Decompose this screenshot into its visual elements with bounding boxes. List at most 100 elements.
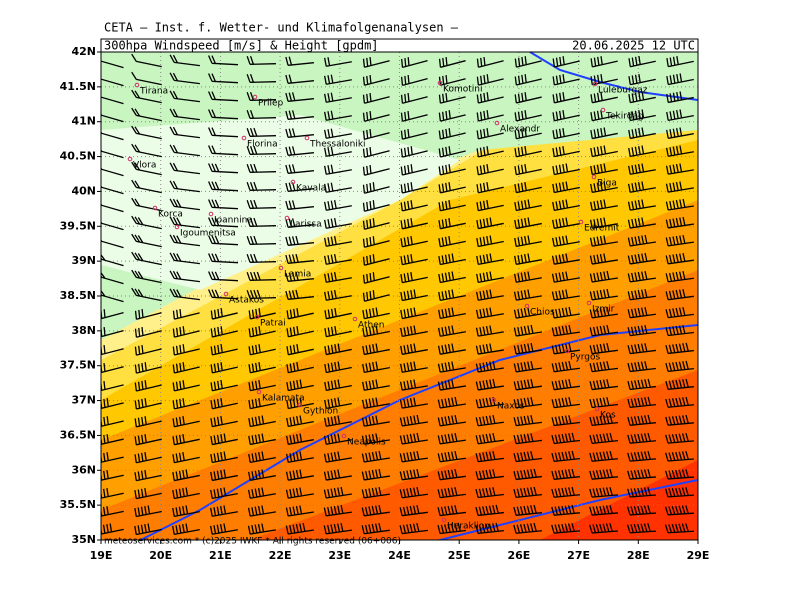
- x-axis-label: 19E: [90, 549, 113, 562]
- wind-barb: [208, 127, 239, 138]
- wind-barb: [169, 54, 200, 67]
- wind-barb: [247, 523, 276, 535]
- wind-barb: [437, 522, 466, 535]
- wind-barb: [627, 432, 657, 444]
- wind-barb: [101, 488, 124, 499]
- wind-barb: [589, 468, 619, 480]
- y-axis-label: 35.5N: [60, 498, 96, 511]
- wind-barb: [285, 235, 314, 246]
- wind-barb: [248, 326, 276, 338]
- wind-barb: [324, 308, 352, 320]
- wind-barb: [323, 486, 352, 499]
- city-label: Prilep: [258, 99, 284, 109]
- wind-barb: [248, 469, 276, 481]
- wind-barb: [208, 163, 239, 174]
- wind-barb: [131, 197, 162, 212]
- wind-barb: [208, 55, 239, 66]
- city-dot: [594, 406, 600, 412]
- wind-barb: [399, 523, 428, 535]
- wind-barb: [513, 378, 542, 391]
- wind-barb: [400, 307, 428, 320]
- wind-barb: [438, 236, 466, 248]
- wind-barb: [626, 505, 657, 516]
- wind-barb: [665, 181, 694, 193]
- wind-barb: [208, 181, 239, 192]
- wind-barb: [589, 361, 618, 373]
- wind-barb: [324, 253, 352, 265]
- wind-barb: [400, 110, 428, 122]
- wind-barb: [362, 361, 390, 374]
- city-dot: [600, 107, 606, 113]
- wind-barb: [590, 127, 618, 140]
- wind-barb: [590, 199, 618, 211]
- wind-barb: [210, 308, 238, 320]
- wind-barb: [437, 469, 466, 481]
- wind-barb: [513, 271, 542, 283]
- wind-barb: [248, 380, 276, 392]
- wind-barb: [169, 180, 200, 193]
- wind-barb: [437, 505, 466, 517]
- y-axis-label: 37N: [71, 394, 96, 407]
- wind-barb: [323, 451, 352, 463]
- wind-barb: [246, 91, 277, 101]
- wind-barb: [589, 379, 618, 391]
- wind-barb: [627, 252, 656, 265]
- city-dot: [524, 303, 530, 309]
- wind-barb: [514, 164, 542, 176]
- wind-barb: [666, 109, 694, 122]
- city-dot: [352, 316, 358, 322]
- wind-barb: [246, 235, 277, 245]
- wind-barb: [285, 522, 314, 535]
- wind-barb: [210, 326, 238, 338]
- wind-barb: [101, 149, 124, 159]
- wind-barb: [169, 216, 200, 229]
- wind-barb: [438, 289, 466, 302]
- wind-barb: [169, 234, 200, 247]
- wind-barb: [101, 327, 124, 338]
- wind-barb: [172, 326, 200, 338]
- wind-barb: [324, 235, 352, 247]
- wind-barb: [361, 486, 390, 499]
- wind-barb: [131, 269, 162, 284]
- wind-barb: [362, 92, 390, 104]
- city-dot: [290, 179, 296, 185]
- city-dot: [256, 389, 262, 395]
- wind-barb: [172, 505, 200, 518]
- wind-barb: [362, 218, 390, 230]
- wind-barbs: [101, 53, 695, 536]
- wind-barb: [514, 92, 542, 104]
- wind-barb: [514, 146, 542, 158]
- x-axis-label: 26E: [507, 549, 530, 562]
- wind-barb: [134, 309, 162, 320]
- wind-barb: [361, 468, 390, 481]
- wind-barb: [438, 146, 466, 158]
- wind-barb: [476, 253, 504, 266]
- wind-barb: [438, 164, 466, 176]
- wind-barb: [210, 505, 238, 517]
- wind-barb: [131, 233, 162, 248]
- wind-barb: [361, 433, 390, 445]
- wind-barb: [551, 360, 580, 373]
- institute: CETA – Inst. f. Wetter- und Klimafolgena…: [104, 21, 459, 35]
- wind-barb: [589, 523, 619, 534]
- city-label: Korca: [158, 210, 183, 220]
- wind-barb: [169, 270, 200, 283]
- wind-barb: [285, 56, 314, 66]
- wind-barb: [627, 396, 656, 409]
- wind-barb: [665, 414, 695, 426]
- city-label: Edremit: [584, 224, 620, 234]
- wind-barb: [210, 469, 238, 482]
- city-dot: [494, 120, 500, 126]
- map-date: 20.06.2025 12 UTC: [572, 39, 695, 53]
- wind-barb: [286, 326, 314, 338]
- wind-barb: [246, 145, 277, 155]
- wind-barb: [246, 109, 277, 119]
- wind-barb: [552, 163, 580, 176]
- wind-barb: [101, 309, 124, 320]
- footer: meteoservices.com * (c)2025 IWKF * All r…: [104, 537, 401, 547]
- wind-barb: [246, 55, 277, 65]
- wind-barb: [172, 487, 200, 500]
- wind-barb: [400, 164, 428, 176]
- city-label: Patrai: [260, 319, 286, 329]
- wind-barb: [627, 199, 656, 211]
